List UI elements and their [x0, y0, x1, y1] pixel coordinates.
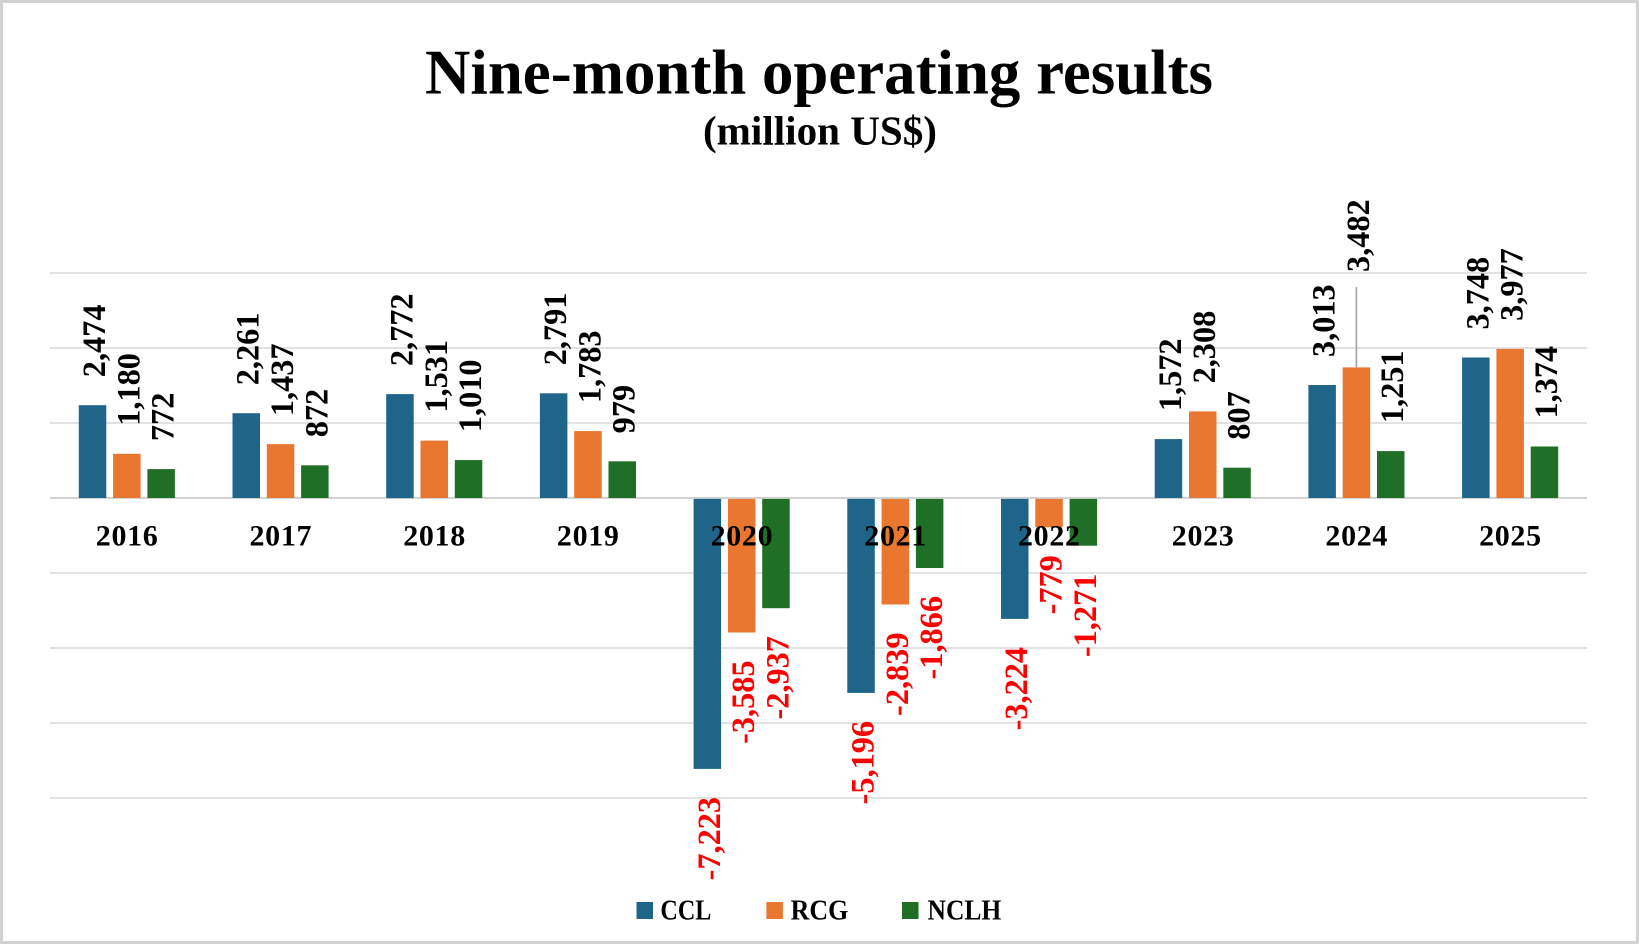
svg-text:-3,224: -3,224: [998, 647, 1034, 730]
svg-text:772: 772: [145, 393, 181, 441]
svg-text:-3,585: -3,585: [725, 660, 761, 743]
svg-text:2016: 2016: [96, 520, 158, 553]
svg-text:-779: -779: [1033, 555, 1069, 614]
svg-text:872: 872: [298, 389, 334, 437]
svg-text:2,261: 2,261: [230, 313, 266, 386]
svg-text:3,482: 3,482: [1340, 199, 1376, 272]
svg-text:Nine-month operating results: Nine-month operating results: [425, 38, 1213, 108]
svg-text:2,308: 2,308: [1186, 311, 1222, 384]
svg-text:(million US$): (million US$): [703, 108, 937, 154]
svg-text:2021: 2021: [864, 520, 926, 553]
svg-text:2025: 2025: [1479, 520, 1541, 553]
svg-text:2023: 2023: [1172, 520, 1234, 553]
svg-text:979: 979: [606, 385, 642, 433]
svg-text:1,010: 1,010: [452, 359, 488, 432]
svg-text:3,748: 3,748: [1459, 257, 1495, 330]
svg-text:-2,839: -2,839: [879, 633, 915, 716]
svg-text:1,374: 1,374: [1528, 346, 1564, 419]
svg-text:3,013: 3,013: [1306, 284, 1342, 357]
svg-text:CCL: CCL: [660, 895, 711, 927]
svg-text:1,251: 1,251: [1374, 350, 1410, 423]
svg-text:-2,937: -2,937: [759, 636, 795, 719]
svg-text:-7,223: -7,223: [691, 797, 727, 880]
svg-text:1,572: 1,572: [1152, 338, 1188, 411]
svg-text:1,531: 1,531: [418, 340, 454, 413]
svg-text:2022: 2022: [1018, 520, 1080, 553]
svg-text:1,783: 1,783: [571, 330, 607, 403]
svg-text:2017: 2017: [250, 520, 312, 553]
svg-text:1,437: 1,437: [264, 343, 300, 416]
svg-text:NCLH: NCLH: [928, 895, 1002, 927]
svg-text:-1,866: -1,866: [913, 596, 949, 679]
svg-text:2019: 2019: [557, 520, 619, 553]
svg-text:2,474: 2,474: [76, 305, 112, 378]
svg-text:2,772: 2,772: [383, 293, 419, 366]
svg-text:2020: 2020: [711, 520, 773, 553]
svg-text:3,977: 3,977: [1494, 248, 1530, 321]
svg-text:-1,271: -1,271: [1067, 574, 1103, 657]
svg-text:-5,196: -5,196: [845, 721, 881, 804]
svg-text:2,791: 2,791: [537, 293, 573, 366]
svg-text:RCG: RCG: [791, 895, 849, 927]
svg-text:2024: 2024: [1325, 520, 1387, 553]
svg-text:1,180: 1,180: [110, 353, 146, 426]
svg-text:807: 807: [1221, 391, 1257, 439]
svg-text:2018: 2018: [403, 520, 465, 553]
